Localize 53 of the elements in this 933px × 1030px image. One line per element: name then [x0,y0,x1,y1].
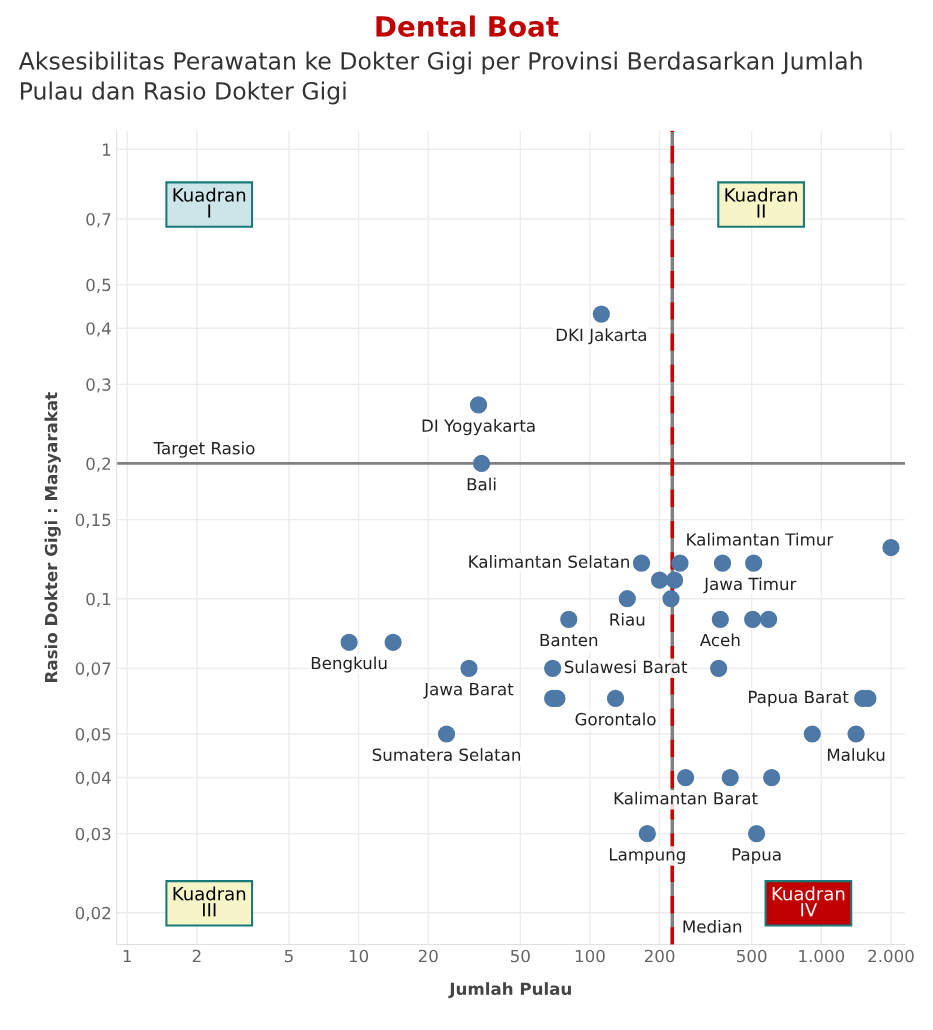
annotation: Kalimantan Barat [614,791,758,805]
x-tick-label: 10 [349,949,369,963]
y-tick-label: 0,4 [86,322,111,337]
ref-line-label: Median [683,919,742,933]
y-tick-label: 0,03 [75,827,111,842]
annotation: Kalimantan Timur [687,532,834,546]
annotation: Jawa Timur [703,577,797,594]
y-tick-label: 1 [102,143,111,156]
y-tick-label: 0,2 [86,457,111,472]
x-tick-label: 500 [737,949,767,963]
x-tick-label: 2.000 [868,949,914,963]
y-tick-label: 0,15 [75,513,111,528]
y-tick-label: 0,02 [75,906,111,922]
annotation: DKI Jakarta [556,328,646,345]
x-tick-label: 1 [123,949,131,963]
ref-line-label: Target Rasio [153,441,255,458]
annotation: Maluku [827,748,885,762]
chart-title: Dental Boat [376,15,559,37]
x-tick-label: 1.000 [799,949,845,963]
annotation: DI Yogyakarta [422,419,535,436]
x-tick-label: 5 [284,949,293,963]
y-tick-label: 0,7 [86,212,111,228]
y-tick-label: 0,07 [75,662,111,677]
x-tick-label: 100 [575,949,605,963]
annotation: Kuadran IV [772,886,845,917]
y-tick-label: 0,04 [75,771,111,786]
annotation: Bali [467,477,496,491]
chart-subtitle: Aksesibilitas Perawatan ke Dokter Gigi per Provinsi Berdasarkan Jumlah Pulau dan Rasio Dokter Gigi [18,51,862,105]
x-tick-label: 20 [418,949,438,963]
annotation: Kalimantan Selatan [469,555,629,568]
annotation: Riau [610,612,645,626]
annotation: Kuadran II [725,187,797,218]
annotation: Aceh [699,633,740,647]
annotation: Jawa Barat [423,683,514,699]
y-tick-label: 0,3 [86,378,111,393]
x-tick-label: 200 [644,949,675,963]
annotation: Kuadran III [173,886,246,917]
annotation: Papua [732,848,781,864]
annotation: Sumatera Selatan [372,748,520,762]
y-tick-label: 0,05 [75,727,111,743]
x-tick-label: 50 [510,949,530,963]
annotation: Papua Barat [749,690,849,707]
x-axis-title: Jumlah Pulau [448,982,571,999]
annotation: Bengkulu [311,656,387,673]
annotation: Kuadran I [173,187,246,218]
x-tick-label: 2 [192,949,201,963]
y-axis-title: Rasio Dokter Gigi : Masyarakat [44,392,61,682]
annotation: Banten [540,633,598,647]
y-tick-label: 0,1 [86,592,111,607]
y-tick-label: 0,5 [86,278,111,293]
annotation: Sulawesi Barat [564,660,688,674]
annotation: Lampung [609,848,685,864]
annotation: Gorontalo [575,712,656,726]
